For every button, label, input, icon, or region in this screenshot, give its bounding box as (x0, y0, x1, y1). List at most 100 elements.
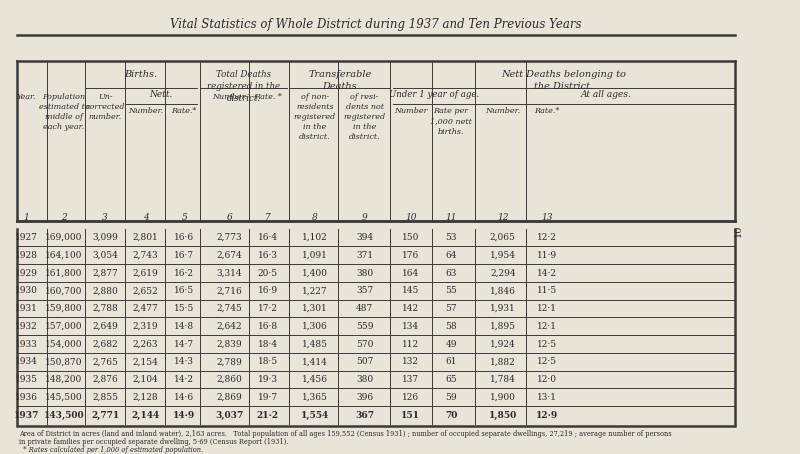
Text: 1,400: 1,400 (302, 269, 328, 277)
Text: 58: 58 (446, 322, 457, 331)
Text: 11·5: 11·5 (537, 286, 557, 295)
Text: Rate per
1,000 nett
births.: Rate per 1,000 nett births. (430, 108, 472, 136)
Text: 1,784: 1,784 (490, 375, 516, 384)
Text: 16·7: 16·7 (174, 251, 194, 260)
Text: 570: 570 (356, 340, 374, 349)
Text: 2,789: 2,789 (217, 357, 242, 366)
Text: 2,880: 2,880 (92, 286, 118, 295)
Text: 16·2: 16·2 (174, 269, 194, 277)
Text: 487: 487 (356, 304, 374, 313)
Text: Rate. *: Rate. * (254, 93, 282, 101)
Text: 1,846: 1,846 (490, 286, 516, 295)
Text: 143,500: 143,500 (43, 410, 84, 419)
Text: 3,054: 3,054 (92, 251, 118, 260)
Text: 1: 1 (23, 213, 29, 222)
Text: 10: 10 (734, 224, 742, 237)
Text: 16·4: 16·4 (258, 233, 278, 242)
Text: 1,554: 1,554 (301, 410, 329, 419)
Text: 4: 4 (143, 213, 149, 222)
Text: 1,954: 1,954 (490, 251, 516, 260)
Text: 2,771: 2,771 (91, 410, 119, 419)
Text: 1,895: 1,895 (490, 322, 516, 331)
Text: 1,227: 1,227 (302, 286, 328, 295)
Text: 160,700: 160,700 (46, 286, 82, 295)
Text: 5: 5 (182, 213, 187, 222)
Text: 64: 64 (446, 251, 457, 260)
Text: At all ages.: At all ages. (581, 90, 632, 99)
Text: 59: 59 (446, 393, 457, 402)
Text: 2,876: 2,876 (92, 375, 118, 384)
Text: 150,870: 150,870 (45, 357, 82, 366)
Text: 2,128: 2,128 (133, 393, 158, 402)
Text: 2,619: 2,619 (133, 269, 158, 277)
Text: 9: 9 (362, 213, 367, 222)
Text: 1,414: 1,414 (302, 357, 328, 366)
Text: 12·0: 12·0 (537, 375, 557, 384)
Text: 1,091: 1,091 (302, 251, 328, 260)
Text: 154,000: 154,000 (45, 340, 82, 349)
Text: 11·9: 11·9 (537, 251, 557, 260)
Text: 1,485: 1,485 (302, 340, 328, 349)
Text: 1934: 1934 (15, 357, 38, 366)
Text: 169,000: 169,000 (46, 233, 82, 242)
Text: 394: 394 (356, 233, 374, 242)
Text: 2,649: 2,649 (92, 322, 118, 331)
Text: * Rates calculated per 1,000 of estimated population.: * Rates calculated per 1,000 of estimate… (18, 445, 203, 454)
Text: 12·2: 12·2 (537, 233, 557, 242)
Text: 157,000: 157,000 (45, 322, 82, 331)
Text: 49: 49 (446, 340, 457, 349)
Text: 2: 2 (61, 213, 66, 222)
Text: 65: 65 (446, 375, 457, 384)
Text: 145,500: 145,500 (45, 393, 82, 402)
Text: 6: 6 (226, 213, 232, 222)
Text: 19·7: 19·7 (258, 393, 278, 402)
Text: 8: 8 (312, 213, 318, 222)
Text: 55: 55 (446, 286, 457, 295)
Text: 1,365: 1,365 (302, 393, 328, 402)
Text: Rate.*: Rate.* (171, 108, 197, 115)
Text: 3: 3 (102, 213, 108, 222)
Text: 12·1: 12·1 (537, 322, 557, 331)
Text: 1,931: 1,931 (490, 304, 516, 313)
Text: 142: 142 (402, 304, 419, 313)
Text: 1,102: 1,102 (302, 233, 328, 242)
Text: 14·9: 14·9 (173, 410, 195, 419)
Text: 1,301: 1,301 (302, 304, 328, 313)
Text: 2,773: 2,773 (217, 233, 242, 242)
Text: 112: 112 (402, 340, 419, 349)
Text: 63: 63 (446, 269, 457, 277)
Text: 2,642: 2,642 (217, 322, 242, 331)
Text: 3,037: 3,037 (215, 410, 243, 419)
Text: 2,144: 2,144 (131, 410, 160, 419)
Text: 14·7: 14·7 (174, 340, 194, 349)
Text: 70: 70 (445, 410, 458, 419)
Text: Nett.: Nett. (150, 90, 173, 99)
Text: of non-
residents
registered
in the
district.: of non- residents registered in the dist… (294, 93, 336, 141)
Text: Area of District in acres (land and inland water), 2,163 acres.   Total populati: Area of District in acres (land and inla… (18, 430, 671, 438)
Text: 12·9: 12·9 (536, 410, 558, 419)
Text: 2,788: 2,788 (92, 304, 118, 313)
Text: 380: 380 (356, 269, 374, 277)
Text: 16·5: 16·5 (174, 286, 194, 295)
Text: 1931: 1931 (15, 304, 38, 313)
Text: 1,850: 1,850 (489, 410, 517, 419)
Text: 2,477: 2,477 (133, 304, 158, 313)
Text: 18·5: 18·5 (258, 357, 278, 366)
Text: 1928: 1928 (15, 251, 38, 260)
Text: 2,154: 2,154 (133, 357, 158, 366)
Text: Number.: Number. (486, 108, 520, 115)
Text: 2,745: 2,745 (216, 304, 242, 313)
Text: Population
estimated to
middle of
each year.: Population estimated to middle of each y… (38, 93, 90, 131)
Text: 2,765: 2,765 (92, 357, 118, 366)
Text: 15·5: 15·5 (174, 304, 194, 313)
Text: 1,456: 1,456 (302, 375, 328, 384)
Text: 2,294: 2,294 (490, 269, 516, 277)
Text: 1927: 1927 (15, 233, 38, 242)
Text: 10: 10 (405, 213, 417, 222)
Text: 2,104: 2,104 (133, 375, 158, 384)
Text: 1,306: 1,306 (302, 322, 328, 331)
Text: Rate.*: Rate.* (534, 108, 560, 115)
Text: 14·3: 14·3 (174, 357, 194, 366)
Text: 14·2: 14·2 (174, 375, 194, 384)
Text: 1930: 1930 (15, 286, 38, 295)
